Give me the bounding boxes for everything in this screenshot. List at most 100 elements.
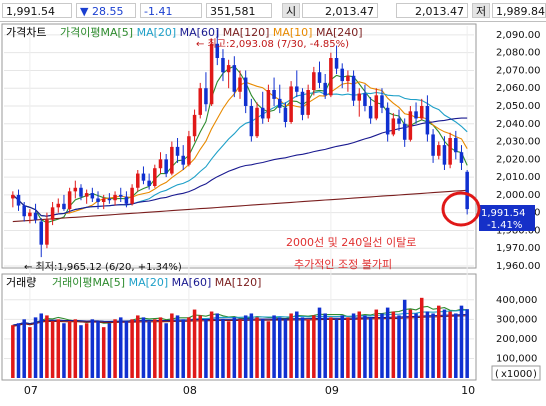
volume-tick-label: 200,000 [496,334,537,345]
price-tick-label: 2,020.00 [496,154,541,165]
candle-body [238,77,242,92]
volume-bar [414,313,418,378]
candle-body [408,111,413,140]
candle-body [153,168,157,186]
candle-body [130,187,134,204]
volume-bar [385,307,390,378]
candle-body [385,107,390,135]
down-arrow-icon: ▼ [80,5,89,18]
chart-canvas[interactable]: 2,090.00 2,080.00 2,070.00 2,060.00 2,050.00… [0,22,546,403]
candle-body [204,88,208,105]
candle-body [215,43,220,58]
current-price: 1,991.54 [2,3,72,18]
volume-bar [187,317,191,378]
volume-bar [170,313,174,378]
volume-bar [192,309,197,378]
candle-body [255,107,259,137]
candle-body [295,86,299,92]
volume-bar [260,319,265,378]
candle-body [283,107,288,122]
candle-body [414,111,418,119]
prev-value: 2,013.47 [396,3,468,18]
highlight-circle [441,191,481,227]
candle-body [431,134,435,156]
candle-body [39,221,43,245]
candle-body [391,118,396,135]
candle-body [84,193,89,197]
price-tick-label: 2,040.00 [496,119,541,130]
candle-body [16,194,21,206]
x-tick-label: 09 [325,384,339,397]
candle-body [198,88,203,115]
stock-chart[interactable]: 2,090.00 2,080.00 2,070.00 2,060.00 2,050.00… [0,22,546,403]
volume-bar [175,315,180,378]
x-tick-label: 07 [24,384,38,397]
price-tick-label: 2,060.00 [496,83,541,94]
candle-body [22,205,26,217]
volume-bar [402,299,407,378]
volume-bar [56,319,61,378]
legend-item: MA[60] [176,26,219,39]
candle-body [33,212,38,220]
volume-unit-open: ( [495,369,499,380]
change-value: 28.55 [91,5,124,18]
volume-bar [340,315,344,378]
price-tick-label: 2,030.00 [496,137,541,148]
volume-bar [437,305,441,378]
price-panel-title: 가격차트 [6,26,46,39]
ma120-line [12,189,468,223]
candle-body [96,198,100,202]
volume-bar [306,319,310,378]
legend-item: MA[20] [133,26,176,39]
volume-bar [374,309,379,378]
candle-body [226,65,231,73]
candle-body [221,58,225,73]
candle-body [397,118,401,124]
volume-bar [118,317,123,378]
price-panel[interactable] [1,23,477,269]
x-tick-label: 08 [183,384,197,397]
volume-bar [50,321,55,378]
price-legend: 가격이평MA[5] MA[20] MA[60] MA[120] MA[10] M… [60,26,363,39]
volume-bar [107,323,112,378]
volume-bar [391,311,396,378]
volume-bar [198,315,203,378]
candle-body [340,68,344,82]
candle-body [175,146,180,156]
current-price-tag-pct: -1.41% [487,220,522,231]
volume-bar [351,313,356,378]
candle-body [232,65,237,92]
candle-body [306,90,310,115]
candle-body [329,58,333,96]
price-tick-label: 2,080.00 [496,48,541,59]
volume-bar [448,311,452,378]
volume-bar [130,319,134,378]
price-tick-label: 2,000.00 [496,190,541,201]
volume-bar [232,317,237,378]
legend-item: MA[10] [269,26,312,39]
volume-bar [363,315,367,378]
volume-bar [16,323,21,378]
price-tick-label: 1,970.00 [496,243,541,254]
candle-body [79,187,83,197]
volume-value: 351,581 [206,3,272,18]
volume-bar [28,327,32,378]
candle-body [454,138,458,153]
volume-legend: 거래이평MA[5] MA[20] MA[60] MA[120] [52,276,261,289]
ma60-line [12,117,468,217]
volume-bar [62,323,66,378]
volume-bar [11,325,15,378]
candle-body [425,106,430,135]
volume-bar [181,319,185,378]
candle-body [181,155,185,165]
low-label: 저 [472,3,490,18]
price-tick-label: 2,050.00 [496,101,541,112]
quote-bar: 1,991.54 ▼ 28.55 -1.41 351,581 시 2,013.4… [0,0,546,22]
volume-unit-close: ) [533,369,537,380]
volume-bar [67,321,72,378]
change-field: ▼ 28.55 [76,3,136,18]
annotation-line-1: 2000선 및 240일선 이탈로 [286,235,416,249]
volume-bar [113,319,117,378]
volume-bar [164,323,168,378]
candle-body [346,75,350,82]
